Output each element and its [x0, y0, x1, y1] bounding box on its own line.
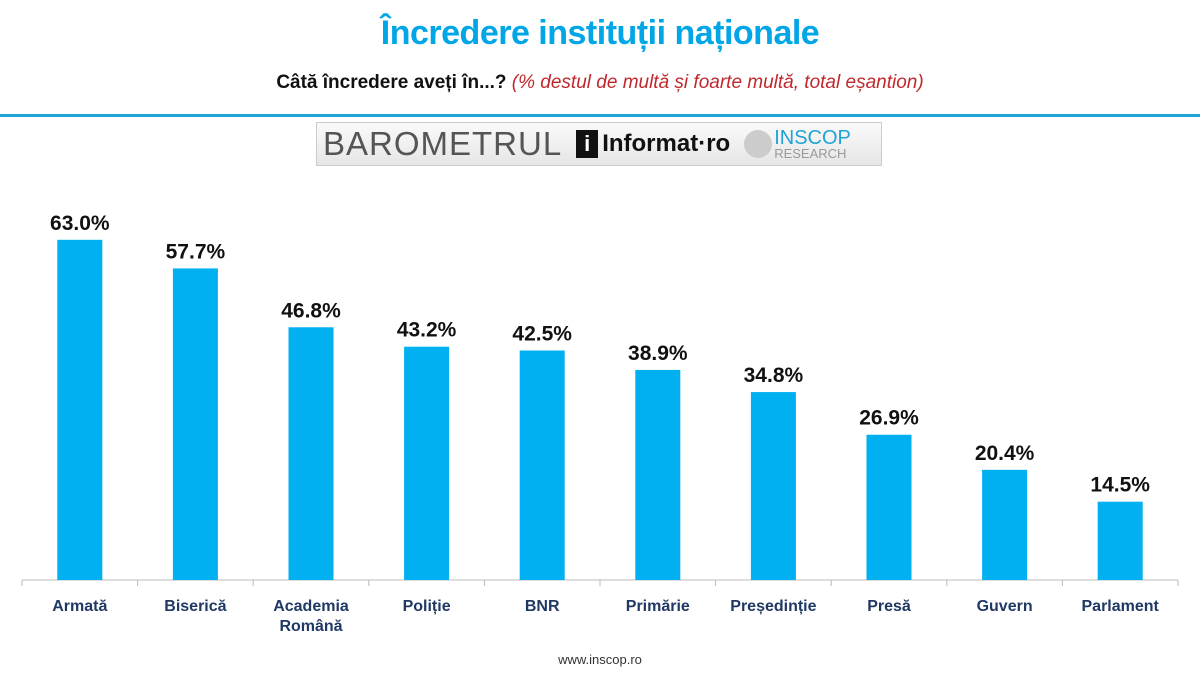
data-label: 57.7%	[166, 240, 226, 263]
data-label: 26.9%	[859, 407, 919, 430]
bar	[172, 268, 218, 580]
inscop-logo: INSCOP RESEARCH	[744, 128, 851, 160]
category-label: Poliție	[403, 598, 451, 615]
barometrul-logo: BAROMETRUL	[323, 125, 563, 162]
bar	[288, 327, 334, 580]
bar	[519, 350, 565, 580]
chart-title: Încredere instituții naționale	[380, 14, 820, 52]
category-label: Guvern	[977, 598, 1033, 615]
data-label: 46.8%	[281, 299, 341, 322]
category-label: Primărie	[626, 598, 690, 615]
chart-subtitle: Câtă încredere aveți în...? (% destul de…	[0, 72, 1200, 94]
barometer-logo-banner: BAROMETRUL i Informat·ro INSCOP RESEARCH	[316, 122, 882, 166]
bar	[1097, 501, 1143, 580]
category-label: Presă	[867, 598, 911, 615]
bar	[57, 239, 103, 581]
footer-url: www.inscop.ro	[558, 652, 642, 667]
category-label: Biserică	[164, 598, 226, 615]
data-label: 63.0%	[50, 212, 110, 235]
data-label: 34.8%	[744, 364, 804, 387]
category-label: BNR	[525, 598, 560, 615]
category-label: Președinție	[730, 598, 816, 615]
data-label: 38.9%	[628, 342, 688, 365]
category-label: Armată	[52, 598, 107, 615]
bar	[982, 469, 1028, 580]
bar	[866, 434, 912, 580]
category-label: Parlament	[1082, 598, 1160, 615]
info-icon: i	[576, 130, 599, 158]
data-label: 20.4%	[975, 442, 1035, 465]
bar	[404, 346, 450, 580]
bar	[635, 369, 681, 580]
data-label: 14.5%	[1090, 474, 1150, 497]
question-text: Câtă încredere aveți în...?	[276, 72, 507, 93]
inscop-circle-icon	[744, 130, 773, 158]
data-label: 43.2%	[397, 319, 457, 342]
informat-logo: i Informat·ro	[576, 130, 730, 158]
divider	[0, 114, 1200, 117]
bar	[750, 392, 796, 580]
category-label: Academia Română	[273, 598, 349, 635]
note-text: (% destul de multă și foarte multă, tota…	[511, 72, 924, 93]
data-label: 42.5%	[512, 323, 572, 346]
